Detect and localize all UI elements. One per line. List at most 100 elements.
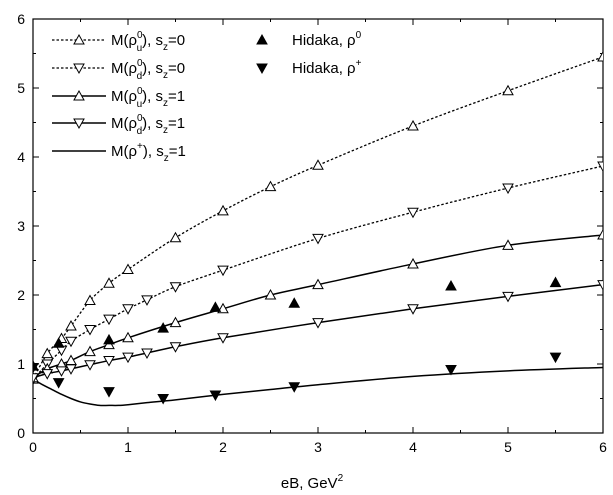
y-tick-label: 1 <box>17 356 25 372</box>
data-point-rho_u_s1 <box>407 257 419 269</box>
data-point-rho_d_s0 <box>103 314 115 326</box>
data-point-rho_u_s1 <box>169 316 182 328</box>
legend-label-hidaka_rho0: Hidaka, ρ0 <box>292 30 362 49</box>
data-point-rho_d_s1 <box>597 280 603 291</box>
data-point-rho_u_s0 <box>217 204 229 216</box>
data-point-rho_d_s1 <box>84 360 96 371</box>
series-line-rho_plus_s1 <box>33 366 603 407</box>
series-layer <box>33 56 603 407</box>
data-point-hidaka_rhoplus <box>288 382 301 393</box>
x-tick-label: 3 <box>314 439 322 455</box>
data-point-rho_u_s1 <box>122 331 134 343</box>
y-tick-label: 5 <box>17 80 25 96</box>
data-point-rho_d_s0 <box>65 336 77 348</box>
legend-marker-hidaka_rho0 <box>256 33 268 45</box>
legend-label-rho_d_s1: M(ρ0 d), sz=1 <box>111 113 185 137</box>
data-point-rho_u_s1 <box>217 302 229 314</box>
y-tick-label: 4 <box>17 149 25 165</box>
data-point-rho_u_s0 <box>103 277 115 288</box>
data-point-rho_d_s1 <box>312 318 324 329</box>
legend-label-hidaka_rhoplus: Hidaka, ρ+ <box>292 58 362 77</box>
data-point-hidaka_rhoplus <box>209 390 222 402</box>
legend-marker-rho_d_s0 <box>73 63 85 75</box>
data-point-hidaka_rhoplus <box>549 352 562 364</box>
series-line-rho_d_s1 <box>33 283 603 379</box>
series-line-rho_d_s0 <box>33 165 603 380</box>
data-point-rho_d_s1 <box>141 348 153 359</box>
data-point-rho_d_s1 <box>33 373 39 384</box>
data-point-rho_d_s1 <box>103 356 115 367</box>
data-point-rho_d_s0 <box>502 183 514 195</box>
data-point-hidaka_rhoplus <box>157 394 169 405</box>
data-point-rho_d_s0 <box>407 207 419 219</box>
data-point-rho_d_s0 <box>217 265 229 277</box>
x-tick-label: 6 <box>599 439 607 455</box>
axes: 0 1 2 3 4 5 6 0 1 2 3 4 5 6 <box>17 11 607 455</box>
data-point-rho_d_s1 <box>169 342 182 353</box>
legend: M(ρ0 u), sz=0 M(ρ0 d), sz=0 M(ρ0 u), sz=1 M(ρ0… <box>52 30 362 164</box>
legend-marker-rho_u_s1 <box>73 89 85 101</box>
data-point-rho_d_s1 <box>217 333 229 344</box>
data-point-hidaka_rhoplus <box>445 365 457 376</box>
y-tick-label: 6 <box>17 11 25 27</box>
data-point-hidaka_rho0 <box>549 276 562 288</box>
data-point-hidaka_rho0 <box>103 333 115 345</box>
data-point-rho_d_s1 <box>55 366 68 377</box>
data-point-rho_d_s1 <box>122 352 134 364</box>
x-tick-label: 1 <box>124 439 132 455</box>
data-point-rho_u_s0 <box>264 180 277 192</box>
x-tick-label: 2 <box>219 439 227 455</box>
data-point-rho_u_s0 <box>597 50 603 62</box>
legend-marker-rho_u_s0 <box>73 33 85 45</box>
x-tick-label: 4 <box>409 439 417 455</box>
data-point-rho_d_s1 <box>41 369 54 380</box>
legend-marker-hidaka_rhoplus <box>256 63 268 75</box>
markers-layer <box>33 50 603 405</box>
data-point-rho_d_s0 <box>312 233 324 245</box>
data-point-rho_d_s1 <box>65 364 77 375</box>
data-point-rho_u_s1 <box>597 228 603 240</box>
data-point-rho_u_s0 <box>407 119 419 131</box>
data-point-hidaka_rho0 <box>445 280 457 291</box>
legend-label-rho_d_s0: M(ρ0 d), sz=0 <box>111 58 185 82</box>
data-point-rho_u_s1 <box>502 239 514 250</box>
data-point-rho_d_s0 <box>84 325 96 336</box>
data-point-rho_u_s0 <box>65 320 77 331</box>
legend-marker-rho_d_s1 <box>73 118 85 130</box>
x-tick-label: 5 <box>504 439 512 455</box>
data-point-hidaka_rho0 <box>52 337 65 348</box>
y-tick-label: 2 <box>17 287 25 303</box>
legend-label-rho_plus_s1: M(ρ+), sz=1 <box>111 141 186 164</box>
y-tick-label: 3 <box>17 218 25 234</box>
data-point-rho_u_s0 <box>41 347 54 359</box>
data-point-rho_d_s1 <box>407 304 419 315</box>
data-point-rho_d_s1 <box>502 291 514 303</box>
data-point-rho_d_s0 <box>141 295 153 306</box>
x-axis-label: eB, GeV2 <box>281 473 344 492</box>
y-tick-label: 0 <box>17 425 25 441</box>
data-point-rho_d_s0 <box>597 161 603 172</box>
legend-label-rho_u_s1: M(ρ0 u), sz=1 <box>111 86 185 110</box>
data-point-rho_u_s1 <box>312 278 324 290</box>
data-point-rho_u_s0 <box>312 159 324 170</box>
data-point-hidaka_rho0 <box>209 301 222 312</box>
data-point-hidaka_rho0 <box>157 322 169 333</box>
data-point-rho_u_s0 <box>84 294 96 306</box>
data-point-hidaka_rho0 <box>288 297 301 308</box>
data-point-rho_u_s1 <box>84 345 96 357</box>
data-point-rho_u_s0 <box>122 263 134 274</box>
data-point-rho_u_s1 <box>264 288 277 300</box>
data-point-rho_d_s0 <box>169 282 182 293</box>
x-tick-label: 0 <box>29 439 37 455</box>
data-point-hidaka_rhoplus <box>33 362 39 374</box>
series-line-rho_u_s1 <box>33 234 603 379</box>
x-axis-label-sup: 2 <box>338 473 344 484</box>
data-point-rho_u_s0 <box>169 231 182 243</box>
data-point-rho_d_s0 <box>122 304 134 315</box>
data-point-hidaka_rhoplus <box>103 387 115 398</box>
data-point-hidaka_rhoplus <box>52 378 65 389</box>
data-point-rho_u_s0 <box>502 84 514 96</box>
legend-label-rho_u_s0: M(ρ0 u), sz=0 <box>111 30 185 54</box>
data-point-rho_u_s1 <box>65 354 77 366</box>
